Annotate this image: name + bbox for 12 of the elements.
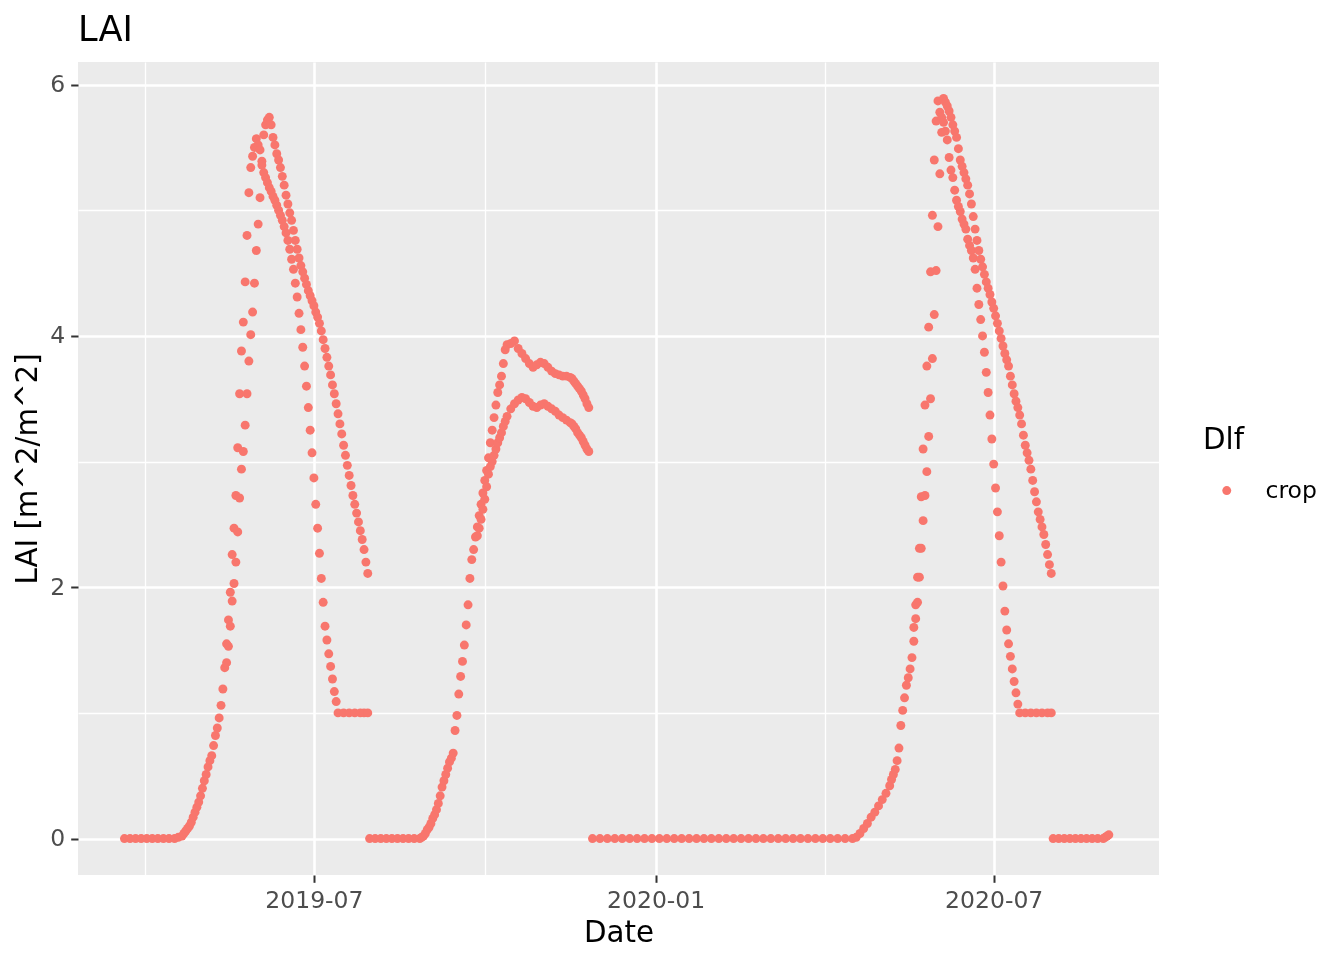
y-tick-label: 4 xyxy=(50,321,66,350)
legend-label: crop xyxy=(1265,475,1317,504)
y-tick-label: 2 xyxy=(50,572,66,601)
y-tick-label: 6 xyxy=(50,70,66,99)
y-axis-title: LAI [m^2/m^2] xyxy=(10,353,45,585)
x-tick-label: 2020-07 xyxy=(945,885,1044,914)
x-tick-label: 2019-07 xyxy=(265,885,364,914)
x-tick-label: 2020-01 xyxy=(607,885,706,914)
x-axis-title: Date xyxy=(583,915,655,950)
y-tick-label: 0 xyxy=(50,824,66,853)
chart-title: LAI xyxy=(78,7,133,49)
legend-title: Dlf xyxy=(1203,421,1245,456)
